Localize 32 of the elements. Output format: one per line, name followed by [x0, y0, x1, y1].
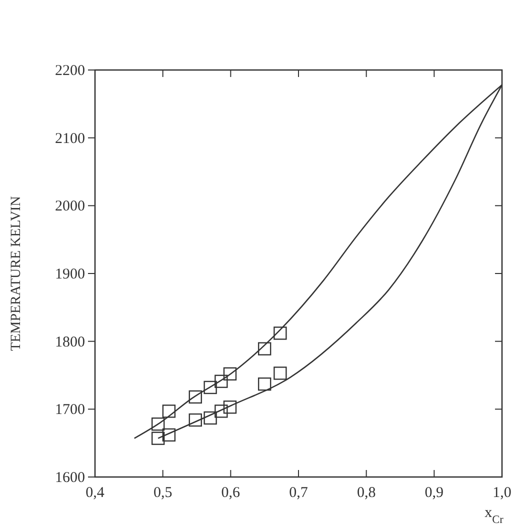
point	[214, 404, 228, 418]
y-tick-label: 1600	[55, 470, 85, 486]
y-tick-label: 1800	[55, 334, 85, 350]
point	[162, 404, 176, 418]
y-tick-label: 2100	[55, 130, 85, 147]
y-axis-title: TEMPERATURE KELVIN	[9, 196, 24, 351]
y-tick-label: 2200	[55, 63, 85, 79]
x-tick-label: 0,4	[86, 485, 105, 501]
x-tick-label: 0,9	[424, 485, 444, 501]
point	[223, 400, 237, 414]
point	[258, 342, 272, 356]
point	[204, 380, 217, 394]
point	[204, 411, 217, 425]
point	[223, 367, 237, 380]
point	[188, 413, 202, 427]
y-tick-label: 1700	[55, 402, 85, 418]
point	[151, 432, 165, 445]
x-tick-label: 1,0	[492, 485, 512, 501]
x-axis-title: x$_{Cr}$	[484, 505, 504, 525]
x-tick-label: 0,8	[356, 485, 376, 501]
point	[151, 417, 165, 431]
point	[274, 366, 287, 380]
point	[188, 390, 202, 404]
x-tick-label: 0,5	[153, 485, 172, 501]
point	[258, 377, 272, 391]
x-tick-label: 0,6	[221, 485, 241, 501]
y-tick-label: 1900	[55, 266, 85, 282]
x-tick-label: 0,7	[289, 485, 308, 501]
y-tick-label: 2000	[55, 198, 85, 215]
point	[162, 428, 176, 442]
point	[214, 374, 228, 388]
point	[274, 326, 287, 340]
